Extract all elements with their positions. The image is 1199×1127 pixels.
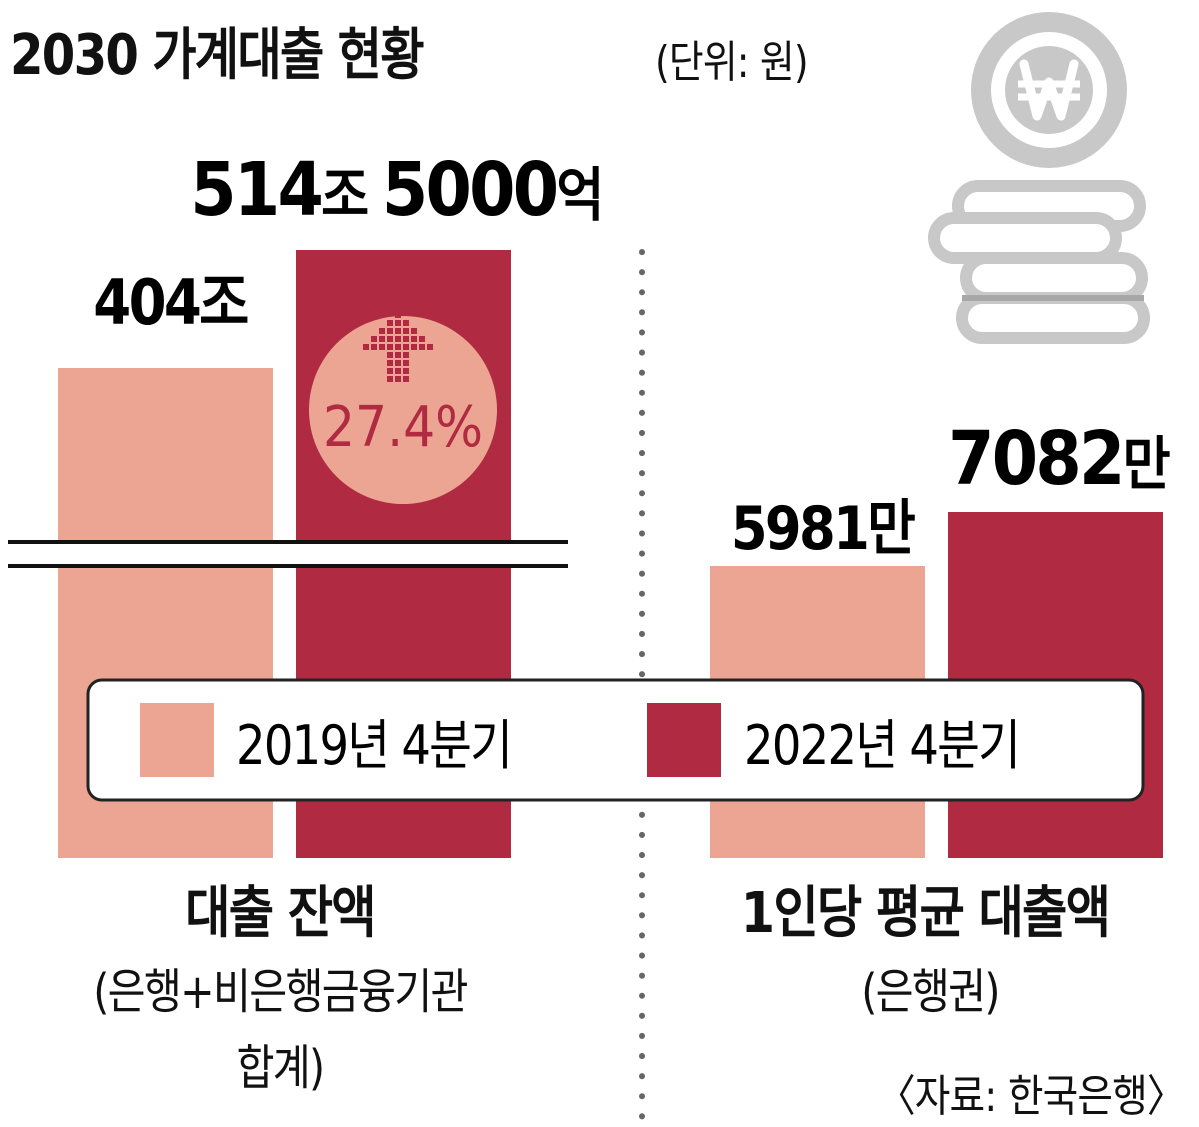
group-label-avg-loan: 1인당 평균 대출액 <box>740 881 1111 946</box>
arrow-dot <box>395 328 401 334</box>
axis-break <box>8 540 568 568</box>
legend: 2019년 4분기 2022년 4분기 <box>86 678 1145 802</box>
value-label-group2-2019: 5981만 <box>731 495 915 564</box>
arrow-dot <box>379 328 385 334</box>
unit-label: (단위: 원) <box>655 37 809 88</box>
arrow-dot <box>403 352 409 358</box>
legend-swatch-2019 <box>140 703 214 777</box>
arrow-dot <box>403 360 409 366</box>
arrow-dot <box>411 344 417 350</box>
arrow-dot <box>395 320 401 326</box>
arrow-dot <box>419 344 425 350</box>
won-coin-stack-icon <box>928 12 1150 344</box>
arrow-dot <box>395 312 401 318</box>
arrow-dot <box>387 328 393 334</box>
arrow-dot <box>403 336 409 342</box>
source-note: 〈자료: 한국은행〉 <box>877 1071 1186 1122</box>
increase-percent: 27.4% <box>323 394 483 459</box>
arrow-dot <box>395 344 401 350</box>
arrow-dot <box>419 336 425 342</box>
group-sublabel-loan-balance-line2: 합계) <box>236 1040 326 1096</box>
arrow-dot <box>363 344 369 350</box>
arrow-dot <box>387 352 393 358</box>
arrow-dot <box>395 360 401 366</box>
value-label-group1-2019: 404조 <box>93 267 248 339</box>
arrow-dot <box>371 336 377 342</box>
arrow-dot <box>395 376 401 382</box>
arrow-dot <box>387 360 393 366</box>
arrow-dot <box>395 352 401 358</box>
arrow-dot <box>387 368 393 374</box>
arrow-dot <box>379 336 385 342</box>
legend-swatch-2022 <box>647 703 721 777</box>
arrow-dot <box>387 336 393 342</box>
arrow-dot <box>387 376 393 382</box>
up-arrow-icon <box>363 312 433 382</box>
arrow-dot <box>387 320 393 326</box>
arrow-dot <box>411 328 417 334</box>
arrow-dot <box>403 344 409 350</box>
group-sublabel-avg-loan: (은행권) <box>861 964 1000 1020</box>
arrow-dot <box>427 344 433 350</box>
arrow-dot <box>403 376 409 382</box>
legend-label-2022: 2022년 4분기 <box>744 714 1019 777</box>
arrow-dot <box>379 344 385 350</box>
arrow-dot <box>387 344 393 350</box>
arrow-dot <box>403 320 409 326</box>
legend-label-2019: 2019년 4분기 <box>236 714 511 777</box>
chart-title: 2030 가계대출 현황 <box>10 23 425 88</box>
group-label-loan-balance: 대출 잔액 <box>185 881 376 946</box>
arrow-dot <box>403 368 409 374</box>
value-label-group2-2022: 7082만 <box>948 416 1170 502</box>
arrow-dot <box>371 344 377 350</box>
arrow-dot <box>395 336 401 342</box>
arrow-dot <box>403 328 409 334</box>
arrow-dot <box>395 368 401 374</box>
group-sublabel-loan-balance-line1: (은행+비은행금융기관 <box>93 964 468 1020</box>
increase-badge: 27.4% <box>309 312 497 504</box>
value-label-group1-2022: 514조 5000억 <box>190 147 601 233</box>
arrow-dot <box>411 336 417 342</box>
